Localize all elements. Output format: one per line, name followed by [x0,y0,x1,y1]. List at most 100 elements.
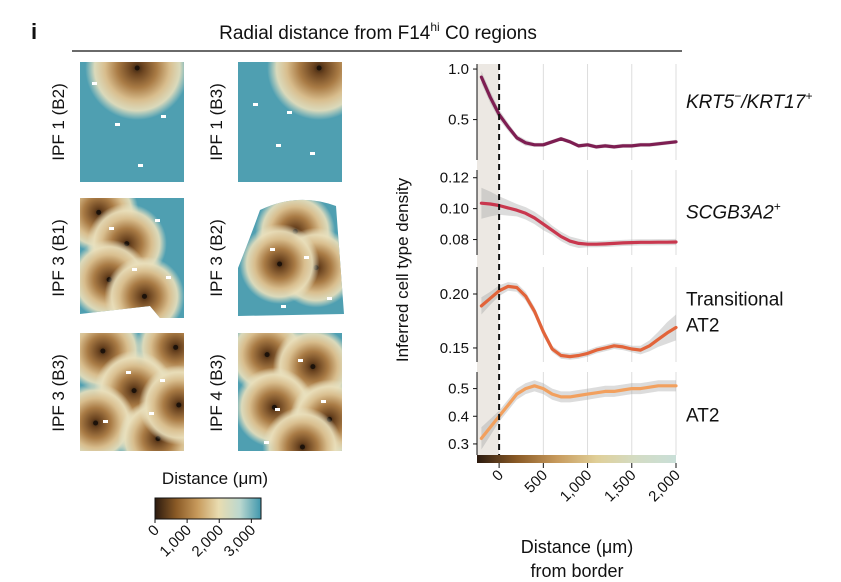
colorbar-tick-label: 2,000 [189,522,228,561]
distance-color-bar [477,455,676,463]
map-label: IPF 1 (B2) [49,83,68,160]
x-axis-label-line2: from border [530,561,623,581]
series-panel: 0.08 0.10 0.12 SCGB3A2+ [440,170,781,255]
distance-map: IPF 1 (B2) [49,62,184,182]
tissue-gap [304,256,309,259]
region-spot [85,62,184,120]
x-tick-label: 2,000 [645,467,684,506]
tissue-gap [321,400,326,403]
map-label: IPF 3 (B3) [49,354,68,431]
tissue-gap [115,123,120,126]
series-line [479,75,678,149]
x-tick-label: 1,500 [601,467,640,506]
region-core [264,352,270,358]
series-label: KRT5−/KRT17+ [686,89,812,113]
region-core [134,65,140,71]
distance-map: IPF 3 (B1) [49,198,184,318]
tissue-gap [275,408,280,411]
inside-region-shade [477,64,500,455]
region-core [277,261,283,267]
y-tick-label: 0.15 [440,340,469,357]
map-label: IPF 3 (B2) [207,219,226,296]
y-tick-label: 0.4 [448,408,469,425]
tissue-gap [155,219,160,222]
tissue-gap [327,297,332,300]
tissue-gap [109,227,114,230]
tissue-gap [126,371,131,374]
x-tick-label: 500 [521,467,551,497]
x-axis-label-line1: Distance (μm) [521,537,633,557]
region-core [96,209,102,215]
colorbar-tick-label: 1,000 [156,522,195,561]
distance-map: IPF 3 (B2) [207,199,344,316]
region-core [310,364,316,370]
series-line [479,284,678,359]
y-tick-label: 0.3 [448,436,469,453]
region-core [93,420,99,426]
tissue-gap [160,379,165,382]
colorbar-title: Distance (μm) [162,469,268,488]
confidence-band [481,71,676,149]
region-core [316,65,322,71]
y-tick-label: 0.20 [440,286,469,303]
series-panel: 0.5 1.0 KRT5−/KRT17+ [448,61,812,160]
region-core [100,348,106,354]
colorbar-tick-label: 0 [145,522,163,540]
confidence-band [481,380,676,450]
panel-letter: i [31,19,37,44]
y-tick-label: 0.08 [440,232,469,249]
colorbar-gradient [154,497,262,520]
x-tick-label: 0 [489,467,507,485]
region-core [173,344,179,350]
distance-map: IPF 1 (B3) [207,62,342,182]
tissue-gap [281,305,286,308]
tissue-gap [161,115,166,118]
figure-title: Radial distance from F14hi C0 regions [219,20,537,44]
x-tick-label: 1,000 [557,467,596,506]
y-tick-label: 0.5 [448,381,469,398]
tissue-gap [103,420,108,423]
map-label: IPF 4 (B3) [207,354,226,431]
y-tick-label: 0.5 [448,112,469,129]
tissue-gap [276,144,281,147]
colorbar-tick-label: 3,000 [221,522,260,561]
distance-map: IPF 3 (B3) [49,333,184,451]
series-label: AT2 [686,316,719,337]
region-spot [138,365,184,445]
density-chart: 0.51.0KRT5−/KRT17+0.080.100.12SCGB3A2+0.… [440,61,813,505]
distance-map: IPF 4 (B3) [207,333,342,451]
tissue-gap [270,248,275,251]
tissue-gap [166,276,171,279]
region-core [176,402,182,408]
series-line [479,201,678,246]
tissue-gap [264,441,269,444]
region-core [131,388,137,394]
region-core [141,293,147,299]
series-label: Transitional [686,290,784,311]
tissue-gap [287,111,292,114]
y-tick-label: 0.12 [440,170,469,187]
region-spot [267,62,342,120]
y-tick-label: 1.0 [448,61,469,78]
tissue-gap [132,268,137,271]
y-axis-label: Inferred cell type density [393,177,412,362]
region-spot [262,407,342,451]
tissue-gap [138,164,143,167]
series-line [479,384,678,440]
tissue-gap [253,103,258,106]
tissue-gap [298,359,303,362]
series-panel: 0.15 0.20 Transitional AT2 [440,267,784,362]
distance-maps: IPF 1 (B2) IPF 1 (B3) IPF 3 (B1) IPF 3 (B2)… [49,62,344,451]
tissue-gap [92,82,97,85]
tissue-gap [149,412,154,415]
series-label: SCGB3A2+ [686,200,781,224]
series-panel: 0.3 0.4 0.5 AT2 [448,372,719,455]
tissue-gap [310,152,315,155]
region-core [299,444,305,450]
map-label: IPF 3 (B1) [49,219,68,296]
confidence-band [481,187,676,248]
series-label: AT2 [686,406,719,427]
y-tick-label: 0.10 [440,201,469,218]
